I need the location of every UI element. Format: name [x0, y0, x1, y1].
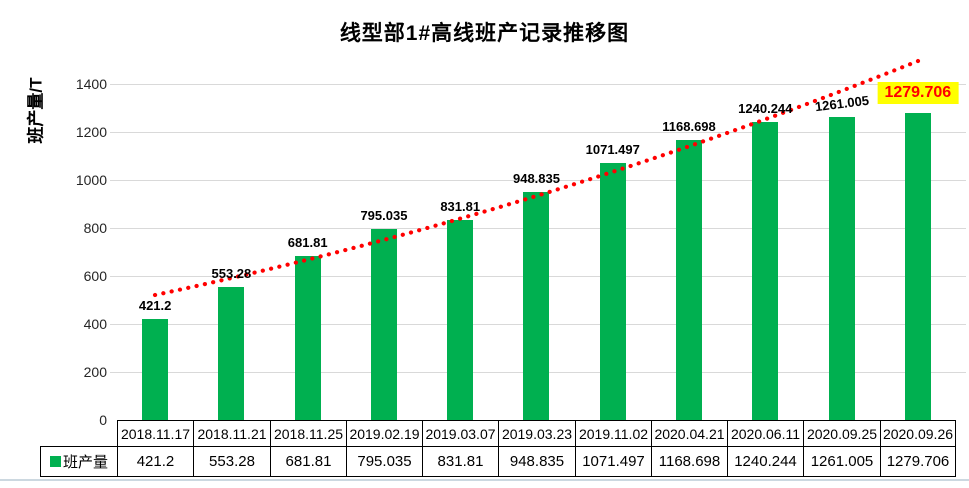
table-date-cell: 2019.11.02	[575, 420, 651, 446]
table-value-cell: 795.035	[346, 446, 422, 477]
table-date-cell: 2019.03.23	[498, 420, 575, 446]
bar	[752, 122, 779, 420]
table-value-cell: 1168.698	[651, 446, 727, 477]
y-tick-label: 600	[83, 268, 107, 284]
y-axis-tick-mark	[110, 324, 117, 325]
table-date-cell: 2019.03.07	[422, 420, 498, 446]
chart-title: 线型部1#高线班产记录推移图	[339, 22, 630, 45]
y-tick-label: 1400	[75, 76, 107, 92]
bar-value-label: 681.81	[287, 235, 328, 251]
table-value-cell: 1071.497	[575, 446, 651, 477]
legend-swatch-icon	[49, 456, 61, 467]
legend-label: 班产量	[62, 454, 108, 471]
y-axis-title: 班产量/T	[26, 77, 46, 144]
bar	[904, 112, 931, 420]
table-value-cell: 948.835	[498, 446, 575, 477]
y-tick-label: 1000	[75, 172, 107, 188]
table-value-cell: 1240.244	[727, 446, 803, 477]
bar	[599, 162, 626, 420]
bar-value-label: 553.28	[211, 266, 252, 282]
y-axis-tick-mark	[110, 132, 117, 133]
y-tick-label: 1200	[75, 124, 107, 140]
y-axis-tick-mark	[110, 372, 117, 373]
table-date-cell: 2018.11.25	[270, 420, 346, 446]
bar	[447, 220, 474, 420]
table-value-cell: 1261.005	[803, 446, 880, 477]
y-axis-tick-mark	[110, 228, 117, 229]
bar-value-label: 1071.497	[585, 141, 640, 157]
bar-value-label: 1240.244	[738, 101, 793, 117]
bar-value-label: 421.2	[138, 297, 172, 313]
gridline	[117, 84, 966, 85]
bar-value-label: 795.035	[360, 208, 408, 224]
bar-value-label: 831.81	[440, 199, 481, 215]
table-date-cell: 2020.09.26	[880, 420, 956, 446]
bar	[218, 287, 245, 420]
table-value-cell: 831.81	[422, 446, 498, 477]
table-value-cell: 421.2	[117, 446, 193, 477]
table-value-cell: 1279.706	[880, 446, 956, 477]
table-value-cell: 681.81	[270, 446, 346, 477]
y-tick-label: 800	[83, 220, 107, 236]
table-date-cell: 2018.11.21	[193, 420, 270, 446]
y-axis-tick-mark	[110, 180, 117, 181]
y-tick-label: 0	[99, 412, 107, 428]
bar-value-label: 948.835	[512, 171, 560, 187]
bar-value-label: 1168.698	[662, 118, 716, 134]
y-axis-tick-mark	[110, 84, 117, 85]
table-date-cell: 2020.04.21	[651, 420, 727, 446]
table-date-cell: 2019.02.19	[346, 420, 422, 446]
bar	[523, 192, 550, 420]
table-date-cell: 2020.09.25	[803, 420, 880, 446]
bar-value-label: 1261.005	[813, 93, 870, 115]
y-tick-label: 400	[83, 316, 107, 332]
bar	[294, 256, 321, 420]
table-date-cell: 2018.11.17	[117, 420, 193, 446]
table-date-cell: 2020.06.11	[727, 420, 803, 446]
legend-cell: 班产量	[40, 446, 117, 477]
table-value-cell: 553.28	[193, 446, 270, 477]
bar	[676, 139, 703, 420]
bar	[370, 229, 397, 420]
y-tick-label: 200	[83, 364, 107, 380]
bottom-window-edge	[0, 479, 969, 481]
bar	[142, 318, 169, 420]
y-axis-tick-mark	[110, 276, 117, 277]
bar-value-label-highlighted: 1279.706	[877, 81, 959, 104]
bar	[828, 117, 855, 420]
